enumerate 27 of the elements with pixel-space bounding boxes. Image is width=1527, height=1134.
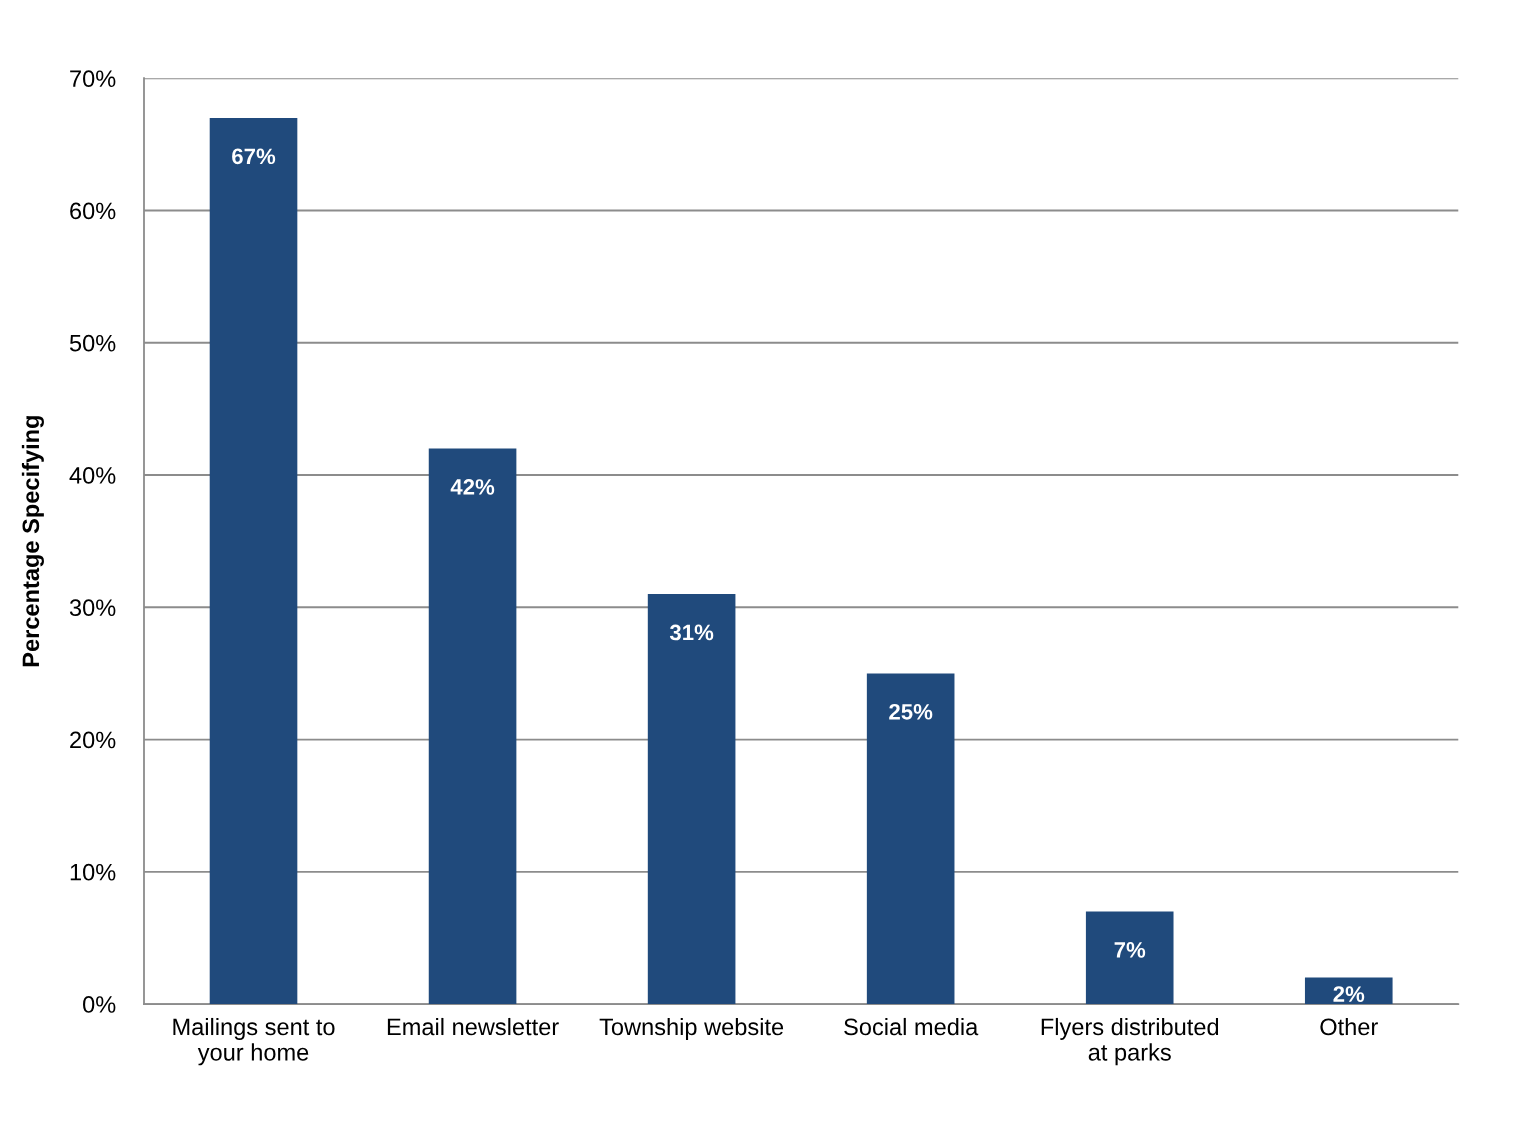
bar [209, 117, 298, 1005]
bar [866, 673, 955, 1005]
data-label: 42% [450, 479, 495, 495]
y-tick-label: 10% [70, 863, 116, 881]
data-label: 2% [1333, 986, 1365, 1002]
bar [647, 594, 736, 1005]
x-tick-label: Flyers distributed at parks [1041, 1017, 1219, 1066]
data-label: 25% [889, 703, 933, 720]
x-tick-label: Mailings sent to your home [173, 1017, 335, 1066]
y-tick-label: 30% [69, 599, 116, 617]
y-tick-label: 50% [69, 334, 116, 352]
data-label: 7% [1114, 942, 1146, 958]
bar [1085, 911, 1174, 1005]
y-tick-label: 60% [70, 202, 116, 220]
x-tick-label: Other [1320, 1017, 1378, 1036]
y-tick-label: 70% [70, 70, 116, 88]
x-tick-label: Social media [844, 1017, 979, 1036]
data-label: 67% [232, 148, 276, 165]
data-label: 31% [669, 624, 714, 641]
y-axis-title: Percentage Specifying [21, 416, 44, 667]
y-tick-label: 20% [70, 731, 116, 749]
x-tick-label: Township website [599, 1017, 784, 1040]
x-tick-label: Email newsletter [387, 1017, 559, 1036]
bar [428, 448, 517, 1005]
y-tick-label: 0% [83, 996, 116, 1013]
bar [1304, 977, 1393, 1005]
y-tick-label: 40% [69, 467, 116, 484]
